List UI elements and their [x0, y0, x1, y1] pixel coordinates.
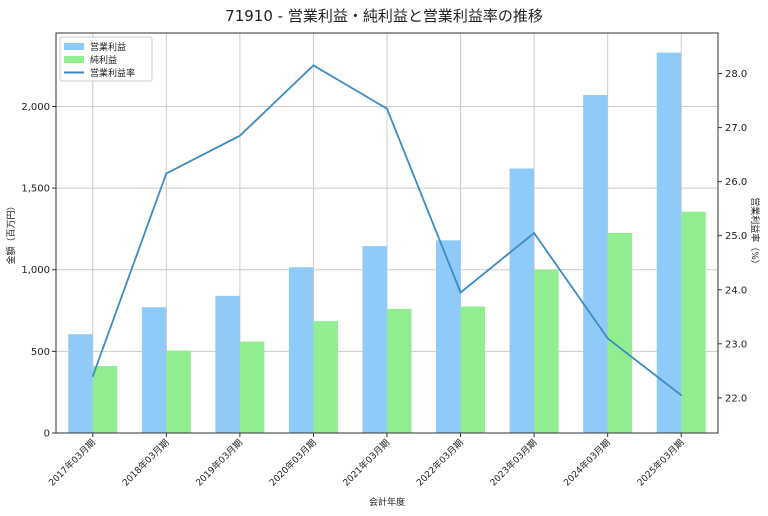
bar-operating-profit — [436, 240, 461, 433]
bar-operating-profit — [68, 334, 93, 433]
x-tick-label: 2022年03月期 — [414, 437, 466, 489]
y-tick-label: 1,000 — [21, 265, 50, 276]
line-point — [606, 337, 609, 340]
line-point — [386, 107, 388, 110]
bar-operating-profit — [141, 307, 167, 433]
x-tick-label: 2020年03月期 — [267, 437, 319, 489]
xtick-layer: 2017年03月期 2018年03月期 2019年03月期 2020年03月期 2021… — [46, 433, 686, 489]
y-tick-label: 500 — [31, 347, 50, 358]
bar-net-profit — [313, 321, 338, 433]
bar-operating-profit — [656, 52, 682, 434]
line-point — [680, 394, 683, 396]
bar-net-profit — [607, 233, 633, 433]
x-tick-label: 2021年03月期 — [340, 437, 392, 489]
x-axis-label: 会計年度 — [369, 496, 405, 508]
x-tick-label: 2019年03月期 — [193, 437, 245, 489]
x-tick-label: 2017年03月期 — [46, 437, 98, 489]
bar-net-profit — [166, 350, 191, 433]
bar-net-profit — [534, 269, 559, 433]
bar-operating-profit — [362, 246, 387, 433]
y-axis-label: 金額（百万円） — [5, 201, 17, 264]
bar-operating-profit — [288, 267, 314, 433]
legend-swatch — [64, 43, 84, 50]
legend-label: 純利益 — [90, 54, 117, 66]
bar-operating-profit — [583, 95, 608, 433]
line-point — [91, 375, 94, 378]
chart-title: 71910 - 営業利益・純利益と営業利益率の推移 — [225, 7, 543, 25]
ytick-layer: 0 500 1,000 1,500 2,000 — [21, 102, 56, 440]
legend-label: 営業利益率 — [90, 67, 135, 79]
y2-tick-label: 24.0 — [725, 285, 747, 296]
line-point — [165, 172, 168, 175]
y2-tick-label: 27.0 — [725, 123, 747, 134]
bar-operating-profit — [509, 168, 535, 434]
y2-axis-label: 営業利益率（%） — [749, 197, 761, 269]
bar-net-profit — [387, 308, 412, 433]
line-point — [312, 64, 315, 67]
line-point — [239, 134, 241, 137]
bar-net-profit — [460, 306, 486, 433]
bar-operating-profit — [215, 295, 240, 433]
y2-tick-label: 28.0 — [725, 69, 747, 80]
x-tick-label: 2024年03月期 — [561, 437, 613, 489]
y-tick-label: 1,500 — [21, 184, 50, 195]
line-point — [533, 232, 535, 234]
y2-tick-label: 22.0 — [725, 393, 747, 404]
x-tick-label: 2018年03月期 — [120, 437, 172, 489]
y2-tick-label: 23.0 — [725, 339, 747, 350]
bars-layer — [68, 52, 706, 434]
line-layer — [91, 64, 683, 396]
legend-label: 営業利益 — [90, 41, 126, 53]
bar-net-profit — [239, 341, 265, 433]
y2-tick-label: 26.0 — [725, 177, 747, 188]
x-tick-label: 2023年03月期 — [487, 437, 539, 489]
x-tick-label: 2025年03月期 — [634, 437, 686, 489]
legend-swatch — [64, 56, 84, 63]
y-tick-label: 2,000 — [21, 102, 50, 113]
y2tick-layer: 22.0 23.0 24.0 25.0 26.0 27.0 28.0 — [718, 69, 747, 404]
bar-net-profit — [92, 366, 118, 433]
line-point — [459, 291, 462, 294]
y2-tick-label: 25.0 — [725, 231, 747, 242]
y-tick-label: 0 — [44, 429, 50, 440]
bar-net-profit — [681, 211, 706, 433]
